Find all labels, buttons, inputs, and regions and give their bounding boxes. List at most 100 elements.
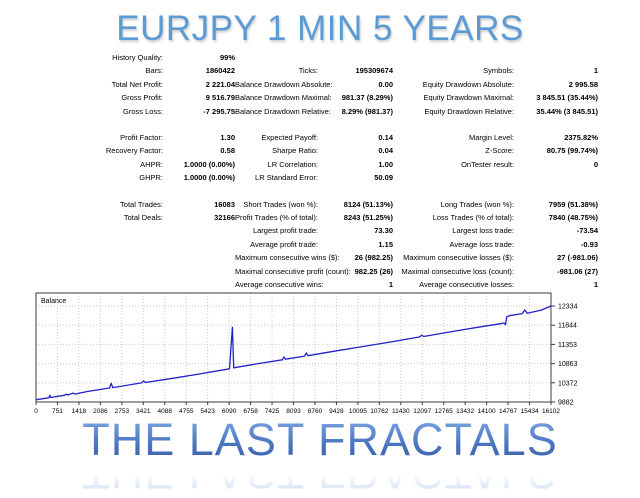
stat-value: 3 845.51 (35.44%) <box>536 93 598 103</box>
stat-value: 981.37 (8.29%) <box>341 93 393 103</box>
x-tick-label: 15434 <box>521 408 539 415</box>
footer-title: THE LAST FRACTALS <box>82 414 558 465</box>
y-tick-label: 11353 <box>558 342 577 349</box>
stat-label: Total Net Profit: <box>111 79 163 89</box>
stat-label: Balance Drawdown Relative: <box>235 106 331 116</box>
x-tick-label: 12765 <box>435 408 453 415</box>
stat-label <box>0 238 163 251</box>
stat-row: Largest profit trade: 73.30 Largest loss t… <box>0 224 640 237</box>
stat-value: 8124 (51.13%) <box>343 199 393 209</box>
stat-value: 73.30 <box>374 226 393 236</box>
stat-value: 8243 (51.25%) <box>343 213 393 223</box>
stat-label <box>393 51 514 64</box>
x-tick-label: 5423 <box>200 408 215 415</box>
stat-row: Bars: 1860422 Ticks: 195309674 Symbols: 1 <box>0 64 640 77</box>
y-tick-label: 10372 <box>558 380 578 387</box>
x-tick-label: 0 <box>34 408 38 415</box>
stat-label: GHPR: <box>139 173 163 183</box>
balance-line <box>35 305 552 401</box>
stat-label: Total Trades: <box>120 199 163 209</box>
stat-row: Total Net Profit: 2 221.04 Balance Drawdow… <box>0 78 640 91</box>
stat-label: Gross Profit: <box>121 93 163 103</box>
stat-row: History Quality: 99% <box>0 51 640 64</box>
stat-value: 1.00 <box>378 159 393 169</box>
stat-value: 1.0000 (0.00%) <box>183 159 235 169</box>
stat-label <box>0 265 163 278</box>
x-tick-label: 6758 <box>243 408 258 415</box>
stat-value <box>163 251 235 264</box>
stat-value: 1860422 <box>205 66 235 76</box>
stat-value: -73.54 <box>576 226 598 236</box>
stat-label: Maximal consecutive profit (count): <box>235 266 351 276</box>
stat-label: Maximum consecutive wins ($): <box>235 253 340 263</box>
x-tick-label: 16102 <box>542 408 560 415</box>
stat-label: Ticks: <box>298 66 318 76</box>
stat-value: 32166 <box>214 213 235 223</box>
stat-row: Average profit trade: 1.15 Average loss tr… <box>0 238 640 251</box>
stat-label: Equity Drawdown Relative: <box>424 106 514 116</box>
stat-row: Total Trades: 16083 Short Trades (won %): 8… <box>0 198 640 211</box>
stat-label: Total Deals: <box>123 213 163 223</box>
stat-value: -7 295.75 <box>203 106 235 116</box>
stat-label <box>393 171 514 184</box>
stat-value: 0.58 <box>220 146 235 156</box>
y-tick-label: 12334 <box>558 304 578 311</box>
stat-value <box>163 238 235 251</box>
footer-title-reflection: THE LAST FRACTALS <box>0 447 640 498</box>
stat-section: History Quality: 99% Bars: 1860422 Ticks: 195… <box>0 51 640 118</box>
stat-value: -981.06 (27) <box>557 266 598 276</box>
x-tick-label: 7425 <box>265 408 280 415</box>
chart-legend-balance: Balance <box>41 298 66 305</box>
stat-label: AHPR: <box>140 159 163 169</box>
stat-section: Total Trades: 16083 Short Trades (won %): 8… <box>0 198 640 292</box>
stat-label <box>235 51 318 64</box>
stat-value: -0.93 <box>580 239 598 249</box>
stat-row: AHPR: 1.0000 (0.00%) LR Correlation: 1.00 On… <box>0 158 640 171</box>
stat-value <box>514 51 598 64</box>
x-tick-label: 8093 <box>286 408 301 415</box>
stat-value: 1 <box>593 280 598 290</box>
stat-label: History Quality: <box>112 53 163 62</box>
stats-table: History Quality: 99% Bars: 1860422 Ticks: 195… <box>0 51 640 305</box>
stat-value: 1.0000 (0.00%) <box>183 173 235 183</box>
stat-value <box>514 171 598 184</box>
y-tick-label: 10863 <box>558 361 578 368</box>
stat-label: Loss Trades (% of total): <box>432 213 514 223</box>
stat-value: 982.25 (26) <box>354 266 393 276</box>
stat-label: OnTester result: <box>461 159 514 169</box>
balance-chart-wrap: 9882 10372 10863 11353 11844 12334 0 751 1418 208… <box>30 290 610 422</box>
balance-chart: 9882 10372 10863 11353 11844 12334 0 751 1418 208… <box>34 292 578 415</box>
stat-label: Recovery Factor: <box>105 146 163 156</box>
stat-value: 50.09 <box>374 173 393 183</box>
page-root: { "header": { "title": "EURJPY 1 MIN 5 Y… <box>0 9 640 498</box>
stat-label <box>0 251 163 264</box>
x-tick-label: 6090 <box>222 408 237 415</box>
stat-label: Maximal consecutive loss (count): <box>401 266 514 276</box>
stat-label: Balance Drawdown Maximal: <box>235 93 332 103</box>
stat-value: 16083 <box>214 199 235 209</box>
y-tick-label: 11844 <box>558 323 577 330</box>
x-tick-label: 14100 <box>478 408 496 415</box>
stat-value: 195309674 <box>355 66 393 76</box>
stat-label: Average loss trade: <box>449 239 514 249</box>
stat-value: 2375.82% <box>564 133 598 143</box>
stat-row: GHPR: 1.0000 (0.00%) LR Standard Error: 50.… <box>0 171 640 184</box>
x-tick-label: 10762 <box>370 408 388 415</box>
x-tick-label: 4088 <box>158 408 173 415</box>
stat-label: Balance Drawdown Absolute: <box>235 79 333 89</box>
stat-value: 0 <box>593 159 598 169</box>
stat-value: 2 995.58 <box>568 79 598 89</box>
stat-label: Expected Payoff: <box>261 133 318 143</box>
x-tick-label: 11430 <box>392 408 410 415</box>
x-tick-label: 4755 <box>179 408 194 415</box>
stat-row: Gross Loss: -7 295.75 Balance Drawdown Rel… <box>0 105 640 118</box>
stat-label: Sharpe Ratio: <box>272 146 318 156</box>
stat-row: Average consecutive wins: 1 Average consec… <box>0 278 640 291</box>
stat-label: Profit Trades (% of total): <box>235 213 318 223</box>
stat-label: Equity Drawdown Absolute: <box>422 79 514 89</box>
stat-row: Total Deals: 32166 Profit Trades (% of tot… <box>0 211 640 224</box>
stat-value: 7840 (48.75%) <box>548 213 598 223</box>
footer-title-wrap: THE LAST FRACTALS THE LAST FRACTALS <box>0 414 640 498</box>
stat-value: 7959 (51.38%) <box>548 199 598 209</box>
stat-value: 1 <box>388 280 393 290</box>
